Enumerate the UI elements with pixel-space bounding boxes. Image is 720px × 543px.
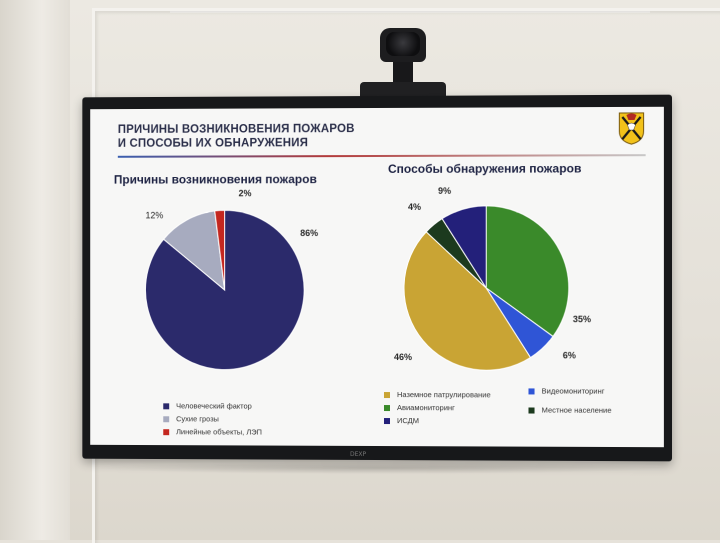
- detection-pie-chart: [402, 204, 571, 373]
- tv-brand-logo: DEXP: [350, 450, 367, 458]
- pie-slice-4: [426, 219, 486, 288]
- pie-slice-2: [164, 211, 225, 290]
- pie-slice-3: [404, 232, 530, 371]
- causes-legend: Человеческий фактор Сухие грозы Линейные…: [163, 399, 262, 438]
- detection-label-video: 6%: [562, 350, 576, 361]
- presentation-slide: ПРИЧИНЫ ВОЗНИКНОВЕНИЯ ПОЖАРОВ И СПОСОБЫ …: [90, 106, 664, 448]
- legend-swatch: [163, 415, 170, 422]
- camera-neck: [393, 62, 413, 84]
- detection-legend-col-2: Видеомониторинг Местное население: [528, 384, 612, 416]
- title-underline: [117, 154, 646, 158]
- causes-legend-item: Сухие грозы: [163, 412, 262, 425]
- legend-swatch: [163, 428, 170, 435]
- causes-chart-title: Причины возникновения пожаров: [113, 172, 317, 187]
- detection-legend-item: Местное население: [528, 403, 612, 416]
- legend-swatch: [383, 417, 390, 424]
- detection-legend-item: Видеомониторинг: [528, 384, 611, 397]
- legend-label: ИСДМ: [396, 416, 420, 426]
- pie-slice-1: [145, 210, 304, 370]
- legend-swatch: [528, 406, 535, 414]
- coat-of-arms-emblem: [617, 111, 645, 145]
- causes-legend-item: Линейные объекты, ЛЭП: [163, 425, 262, 438]
- legend-label: Человеческий фактор: [176, 401, 252, 411]
- detection-label-locals: 4%: [408, 201, 422, 212]
- tv-shadow: [90, 462, 670, 474]
- detection-label-isdm: 9%: [438, 185, 452, 196]
- detection-chart-title: Способы обнаружения пожаров: [387, 161, 582, 176]
- legend-label: Местное население: [541, 405, 612, 415]
- detection-legend-item: Авиамониторинг: [383, 401, 491, 414]
- tv-display: ПРИЧИНЫ ВОЗНИКНОВЕНИЯ ПОЖАРОВ И СПОСОБЫ …: [82, 94, 673, 462]
- pie-slice-5: [442, 206, 486, 288]
- pie-slice-2: [486, 288, 553, 358]
- detection-legend-col-1: Наземное патрулирование Авиамониторинг И…: [383, 388, 491, 427]
- slide-title: ПРИЧИНЫ ВОЗНИКНОВЕНИЯ ПОЖАРОВ И СПОСОБЫ …: [118, 122, 355, 151]
- legend-swatch: [528, 387, 535, 394]
- legend-label: Авиамониторинг: [396, 403, 455, 413]
- causes-label-power-lines: 2%: [238, 188, 252, 199]
- legend-label: Наземное патрулирование: [396, 390, 491, 400]
- detection-label-ground: 46%: [393, 352, 413, 363]
- legend-label: Видеомониторинг: [541, 386, 605, 396]
- detection-legend-item: ИСДМ: [383, 414, 491, 427]
- slide-title-line-2: И СПОСОБЫ ИХ ОБНАРУЖЕНИЯ: [117, 137, 309, 150]
- causes-pie-chart: [143, 208, 306, 372]
- legend-label: Сухие грозы: [176, 414, 219, 424]
- wall-molding-top: [170, 0, 650, 13]
- legend-swatch: [383, 391, 390, 398]
- legend-label: Линейные объекты, ЛЭП: [176, 427, 262, 437]
- causes-label-human: 86%: [300, 228, 319, 239]
- wall-pillar: [0, 0, 70, 540]
- slide-title-line-1: ПРИЧИНЫ ВОЗНИКНОВЕНИЯ ПОЖАРОВ: [117, 123, 355, 136]
- legend-swatch: [383, 404, 390, 411]
- causes-legend-item: Человеческий фактор: [163, 399, 262, 412]
- causes-label-thunder: 12%: [145, 210, 164, 221]
- legend-swatch: [163, 402, 170, 409]
- detection-legend-item: Наземное патрулирование: [383, 388, 491, 401]
- detection-label-aviation: 35%: [572, 314, 592, 325]
- camera-lens: [386, 32, 420, 56]
- pie-slice-1: [486, 206, 569, 337]
- pie-slice-3: [215, 210, 225, 290]
